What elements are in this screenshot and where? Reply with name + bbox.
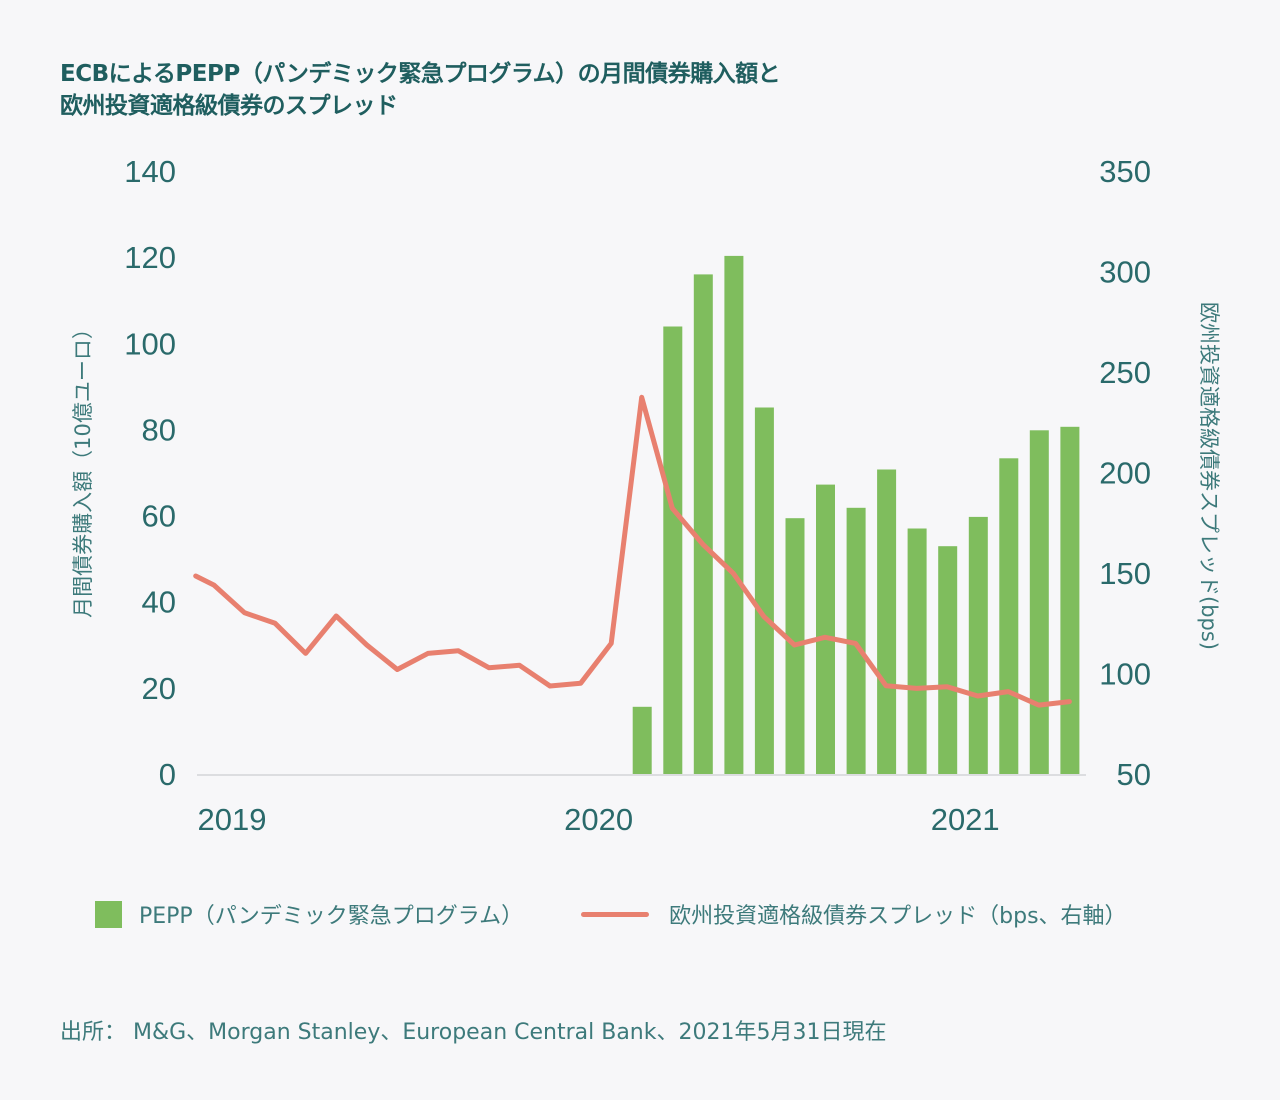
right-tick-label: 100 <box>1099 657 1151 692</box>
left-axis-ticks: 0 20 40 60 80 100 120 140 <box>124 154 176 792</box>
bar-2020-12 <box>907 528 927 774</box>
bar-2021-04 <box>1029 430 1049 774</box>
bar-2021-02 <box>968 516 988 774</box>
left-tick-label: 100 <box>124 326 176 361</box>
bar-2020-10 <box>846 507 866 774</box>
legend: PEPP（パンデミック緊急プログラム） 欧州投資適格級債券スプレッド（bps、右… <box>95 898 1185 930</box>
bar-2021-03 <box>999 458 1019 774</box>
left-tick-label: 120 <box>124 240 176 275</box>
legend-label-spread: 欧州投資適格級債券スプレッド（bps、右軸） <box>669 904 1127 929</box>
x-axis-ticks: 2019 2020 2021 <box>198 802 1000 837</box>
bar-2020-11 <box>877 469 897 774</box>
bar-2020-03 <box>632 706 652 774</box>
left-axis-label: 月間債券購入額（10億ユーロ） <box>71 318 95 618</box>
legend-label-pepp: PEPP（パンデミック緊急プログラム） <box>139 904 524 929</box>
x-tick-label: 2020 <box>564 802 633 837</box>
chart-title: ECBによるPEPP（パンデミック緊急プログラム）の月間債券購入額と 欧州投資適… <box>60 58 781 122</box>
chart-title-line-2: 欧州投資適格級債券のスプレッド <box>60 93 398 119</box>
bar-series <box>632 255 1080 774</box>
right-tick-label: 250 <box>1099 355 1151 390</box>
bar-2021-05 <box>1060 426 1080 774</box>
left-tick-label: 140 <box>124 154 176 189</box>
right-tick-label: 150 <box>1099 556 1151 591</box>
bar-2021-01 <box>938 546 958 774</box>
legend-item-pepp: PEPP（パンデミック緊急プログラム） <box>95 898 523 930</box>
line-swatch-icon <box>581 911 650 917</box>
spread-line-series <box>193 394 1072 708</box>
bar-2020-05 <box>693 274 713 774</box>
legend-item-spread: 欧州投資適格級債券スプレッド（bps、右軸） <box>581 898 1127 930</box>
source-note: 出所： M&G、Morgan Stanley、European Central … <box>60 1020 887 1045</box>
right-tick-label: 50 <box>1117 757 1151 792</box>
bar-2020-07 <box>754 407 774 774</box>
chart-title-line-1: ECBによるPEPP（パンデミック緊急プログラム）の月間債券購入額と <box>60 61 781 87</box>
right-axis-ticks: 50 100 150 200 250 300 350 <box>1099 154 1151 792</box>
bar-2020-09 <box>816 484 835 774</box>
bar-2020-04 <box>663 326 683 774</box>
left-tick-label: 80 <box>142 412 176 447</box>
right-axis-label: 欧州投資適格級債券スプレッド(bps) <box>1197 302 1221 650</box>
left-tick-label: 40 <box>142 585 176 620</box>
x-tick-label: 2021 <box>931 802 1000 837</box>
right-tick-label: 350 <box>1099 154 1151 189</box>
left-tick-label: 20 <box>142 671 176 706</box>
right-tick-label: 200 <box>1099 456 1151 491</box>
left-tick-label: 60 <box>142 499 176 534</box>
bar-2020-06 <box>724 255 744 774</box>
bar-swatch-icon <box>95 900 122 928</box>
left-tick-label: 0 <box>159 757 176 792</box>
x-tick-label: 2019 <box>198 802 267 837</box>
right-tick-label: 300 <box>1099 255 1151 290</box>
